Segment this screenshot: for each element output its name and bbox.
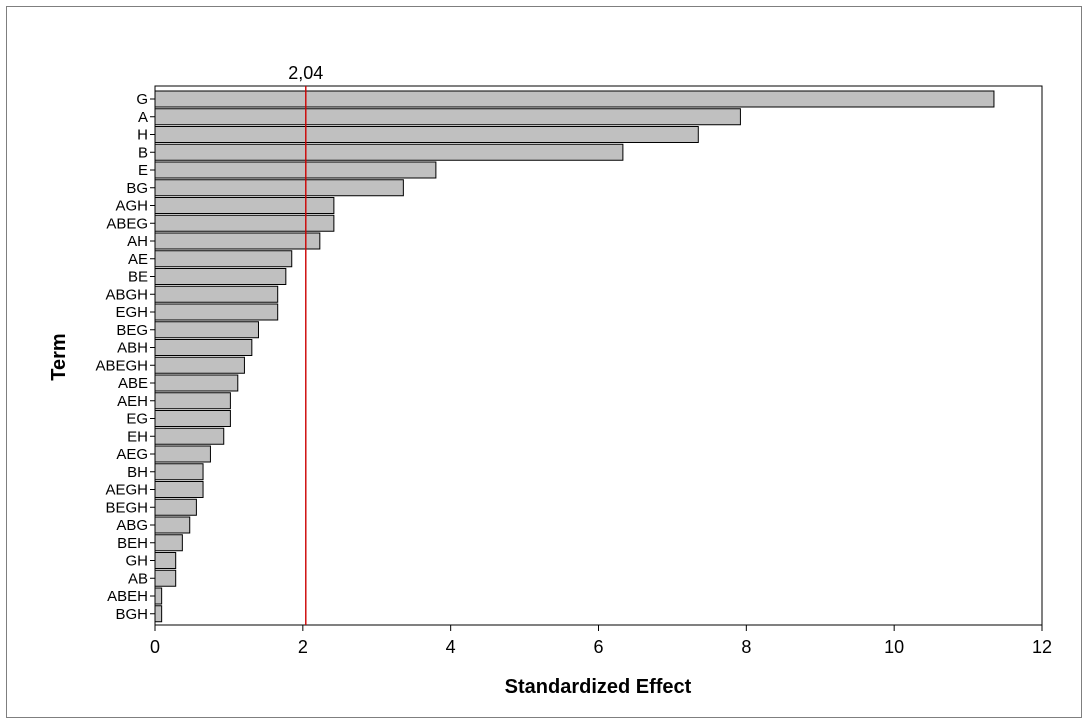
term-label-bh: BH [127,464,148,481]
term-label-egh: EGH [115,304,148,321]
term-label-bgh: BGH [115,606,148,623]
y-axis-title: Term [48,333,70,380]
pareto-chart: GAHBEBGAGHABEGAHAEBEABGHEGHBEGABHABEGHAB… [48,63,1052,698]
term-label-abh: ABH [117,340,148,357]
bar-eg [154,410,231,427]
bar-aeh [154,392,231,410]
bar-abe [154,374,239,392]
x-tick-label: 2 [298,637,308,657]
bar-ab [154,569,177,587]
term-label-abgh: ABGH [105,286,148,303]
bar-agh [154,197,335,214]
term-label-ah: AH [127,233,148,250]
x-tick-label: 6 [593,637,603,657]
x-tick-label: 10 [884,637,904,657]
bar-abegh [154,356,245,374]
x-tick-label: 8 [741,637,751,657]
bar-beg [154,321,259,339]
term-label-abeh: ABEH [107,588,148,605]
bar-aeg [154,445,211,463]
bar-abgh [154,285,279,303]
bar-abh [154,339,253,356]
bar-h [154,126,699,143]
reference-line-label: 2,04 [288,63,323,83]
term-label-beg: BEG [116,322,148,339]
term-label-aegh: AEGH [105,482,148,499]
term-label-h: H [137,127,148,144]
term-label-bg: BG [126,180,148,197]
bar-abg [154,516,191,534]
term-labels-group: GAHBEBGAGHABEGAHAEBEABGHEGHBEGABHABEGHAB… [95,91,155,623]
term-label-abe: ABE [118,375,148,392]
bar-ae [154,250,293,268]
term-label-be: BE [128,269,148,286]
bar-be [154,268,287,285]
bar-gh [154,552,177,569]
term-label-eh: EH [127,428,148,445]
term-label-eg: EG [126,411,148,428]
term-label-ab: AB [128,570,148,587]
bar-a [154,108,741,126]
term-label-e: E [138,162,148,179]
bar-beh [154,534,183,552]
term-label-aeg: AEG [116,446,148,463]
bar-abeg [154,214,335,232]
plot-area-border [154,85,1043,626]
x-ticks-group: 0 2 4 6 8 10 12 [150,625,1052,657]
bar-eh [154,427,225,445]
bar-e [154,161,437,179]
term-label-b: B [138,144,148,161]
bar-bh [154,463,204,481]
bar-bgh [154,605,163,623]
bar-g [154,90,995,108]
bar-b [154,143,624,161]
bars-group [154,90,995,623]
x-axis-title: Standardized Effect [505,676,692,698]
bar-egh [154,303,279,321]
term-label-abg: ABG [116,517,148,534]
term-label-a: A [138,109,148,126]
bar-ah [154,232,321,250]
chart-frame: G A H B E BG AGH ABEG AH AE BE ABGH EGH BEG ABH ABEGH AB… [6,6,1082,718]
bar-begh [154,498,197,516]
x-tick-label: 4 [446,637,456,657]
term-label-abeg: ABEG [106,215,148,232]
term-label-gh: GH [126,553,149,570]
bar-aegh [154,481,204,498]
x-tick-label: 12 [1032,637,1052,657]
x-tick-label: 0 [150,637,160,657]
term-label-aeh: AEH [117,393,148,410]
term-label-g: G [136,91,148,108]
term-label-beh: BEH [117,535,148,552]
term-label-abegh: ABEGH [95,357,148,374]
term-label-agh: AGH [115,198,148,215]
term-label-begh: BEGH [105,499,148,516]
term-label-ae: AE [128,251,148,268]
bar-bg [154,179,404,197]
bar-abeh [154,587,163,605]
